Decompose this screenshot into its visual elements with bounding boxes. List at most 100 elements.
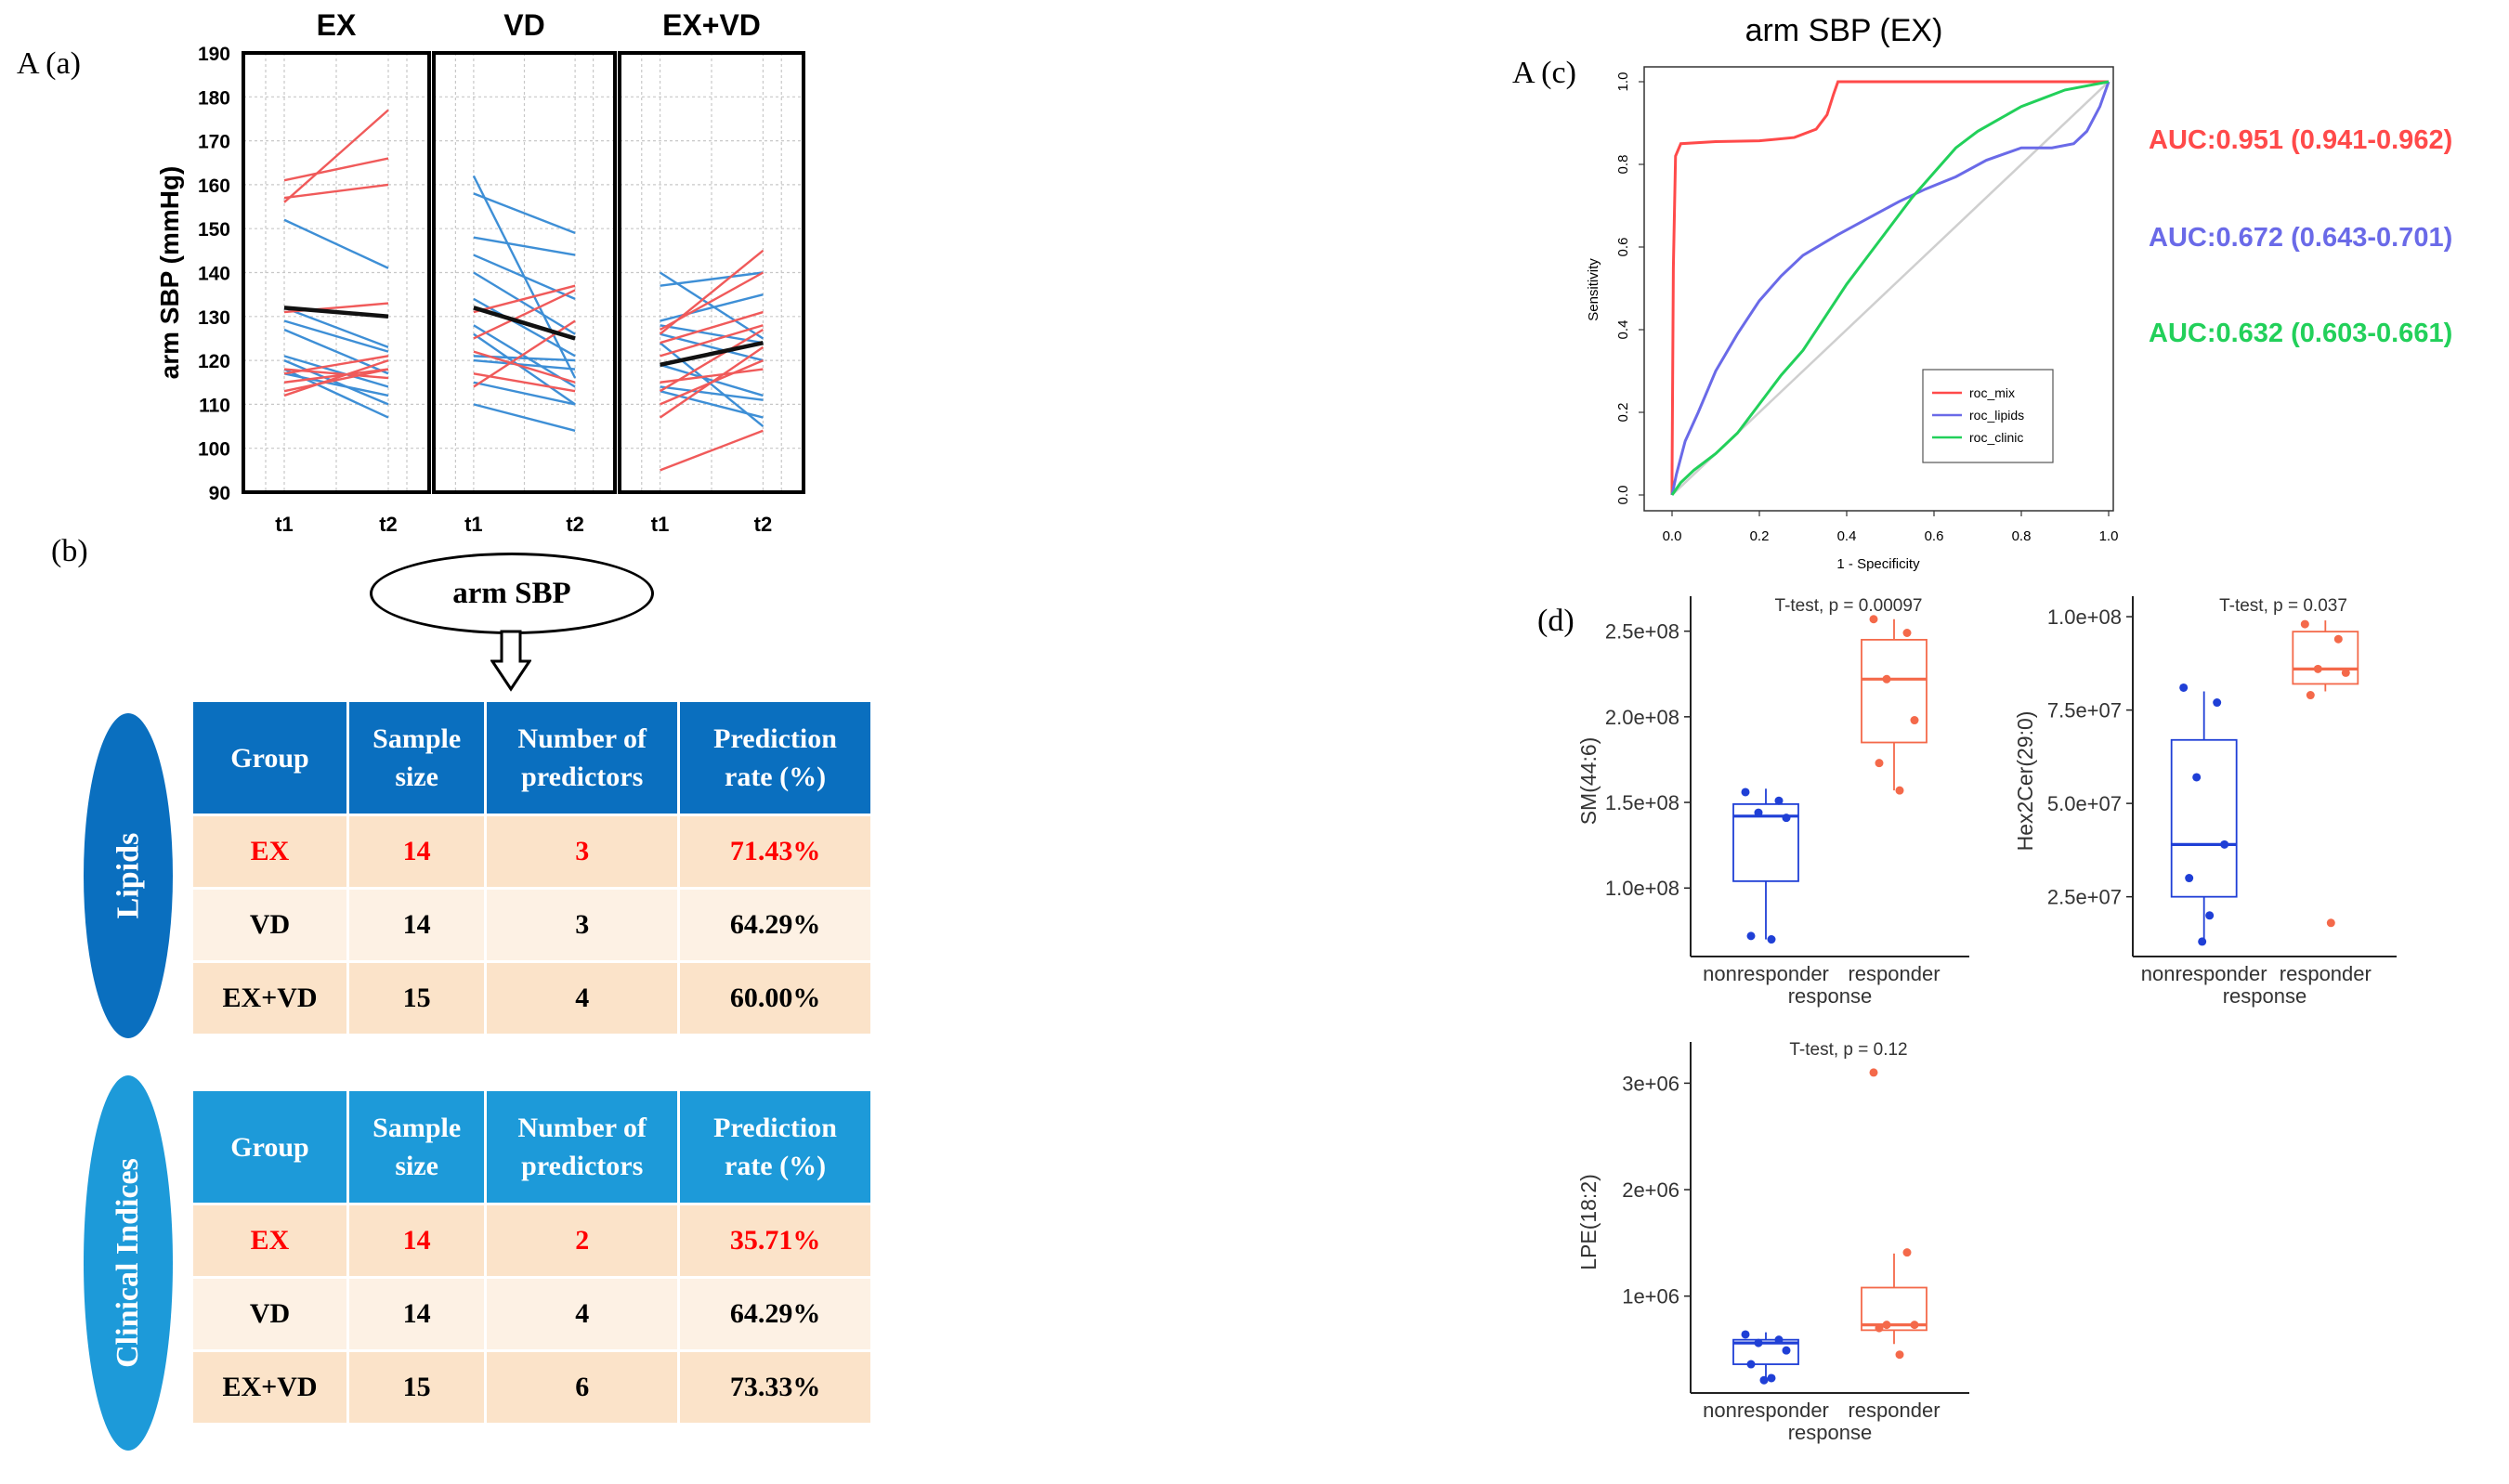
y-tick-label: 2.5e+07 xyxy=(2047,886,2122,909)
data-point xyxy=(1741,1330,1750,1339)
x-tick-label: 0.6 xyxy=(1925,528,1944,544)
test-annotation: T-test, p = 0.00097 xyxy=(1775,596,1923,616)
series-line-blue xyxy=(660,390,764,419)
data-point xyxy=(1875,1323,1884,1333)
data-point xyxy=(2333,634,2343,644)
table-cell: 6 xyxy=(487,1352,678,1423)
data-point xyxy=(2205,911,2215,920)
x-tick-label: 0.2 xyxy=(1750,528,1770,544)
y-tick-label: 0.2 xyxy=(1615,403,1631,423)
series-line-red xyxy=(660,368,764,384)
series-line-red xyxy=(473,350,576,384)
table-cell: 60.00% xyxy=(680,963,870,1034)
box-plot-hex2cer: 2.5e+07 5.0e+07 7.5e+07 1.0e+08 Hex2Cer(29:0… xyxy=(2013,596,2397,1008)
table-cell: VD xyxy=(193,1279,347,1349)
y-tick-label: 1.5e+08 xyxy=(1605,791,1679,814)
table-row: EX 14 3 71.43% xyxy=(193,816,870,887)
table-cell: 15 xyxy=(349,1352,485,1423)
x-tick-label: nonresponder xyxy=(1703,1399,1829,1422)
data-point xyxy=(1882,1321,1891,1330)
series-line-red xyxy=(659,345,764,419)
down-arrow-icon xyxy=(490,630,531,692)
x-tick-label: t1 xyxy=(651,513,670,536)
header-prediction-rate: Prediction rate (%) xyxy=(680,702,870,814)
series-line-blue xyxy=(473,358,576,371)
panel-title: EX xyxy=(317,8,357,42)
y-tick-label: 180 xyxy=(198,87,230,109)
y-tick-label: 1.0 xyxy=(1615,72,1631,92)
outcome-oval: arm SBP xyxy=(370,553,654,634)
y-tick-label: 1e+06 xyxy=(1622,1285,1679,1308)
x-tick-label: t1 xyxy=(275,513,294,536)
y-tick-label: 0.8 xyxy=(1615,155,1631,175)
series-line-blue xyxy=(473,381,576,406)
lipids-side-text: Lipids xyxy=(111,832,145,919)
data-point xyxy=(2300,619,2309,629)
data-point xyxy=(1895,1350,1904,1360)
y-axis-label: arm SBP (mmHg) xyxy=(155,166,184,380)
y-tick-label: 0.6 xyxy=(1615,238,1631,257)
series-line-red xyxy=(473,372,576,393)
series-line-blue xyxy=(283,319,389,353)
data-point xyxy=(1767,935,1776,944)
y-tick-label: 2.0e+08 xyxy=(1605,706,1679,729)
x-axis-label: 1 - Specificity xyxy=(1836,556,1920,572)
table-cell: 3 xyxy=(487,816,678,887)
x-axis-label: response xyxy=(1788,1421,1873,1444)
data-point xyxy=(1754,808,1763,817)
x-tick-label: responder xyxy=(1848,1399,1940,1422)
series-line-red xyxy=(473,289,576,340)
x-axis-label: response xyxy=(1788,984,1873,1008)
header-num-predictors: Number of predictors xyxy=(487,1091,678,1203)
header-group: Group xyxy=(193,702,347,814)
box-body xyxy=(2170,738,2238,898)
data-point xyxy=(2313,664,2322,673)
series-line-red xyxy=(283,183,389,200)
table-cell: 71.43% xyxy=(680,816,870,887)
data-point xyxy=(2341,668,2350,677)
series-line-blue xyxy=(283,358,389,406)
diagonal-reference-line xyxy=(1671,81,2110,496)
table-cell: EX xyxy=(193,816,347,887)
data-point xyxy=(1875,759,1884,768)
clinical-side-text: Clinical Indices xyxy=(111,1158,145,1368)
series-line-red xyxy=(283,368,389,393)
x-tick-label: 1.0 xyxy=(2099,528,2119,544)
x-tick-label: 0.0 xyxy=(1663,528,1682,544)
table-cell: 4 xyxy=(487,963,678,1034)
box-body xyxy=(1861,638,1927,744)
test-annotation: T-test, p = 0.12 xyxy=(1789,1040,1907,1060)
panel-label-c: A (c) xyxy=(1512,56,1576,90)
roc-curve-roc_lipids xyxy=(1670,81,2110,496)
x-tick-label: nonresponder xyxy=(2141,962,2267,985)
table-cell: EX+VD xyxy=(193,963,347,1034)
header-prediction-rate: Prediction rate (%) xyxy=(680,1091,870,1203)
data-point xyxy=(1746,931,1756,941)
y-tick-label: 160 xyxy=(198,176,230,197)
data-point xyxy=(1895,786,1904,795)
series-line-blue xyxy=(283,218,389,269)
series-line-blue xyxy=(473,271,576,335)
table-cell: 14 xyxy=(349,1279,485,1349)
table-cell: EX+VD xyxy=(193,1352,347,1423)
data-point xyxy=(1759,1375,1769,1385)
x-tick-label: t2 xyxy=(754,513,773,536)
header-sample-size: Sample size xyxy=(349,1091,485,1203)
table-row: VD 14 3 64.29% xyxy=(193,890,870,960)
x-tick-label: responder xyxy=(1848,962,1940,985)
lipids-side-label: Lipids xyxy=(84,713,173,1038)
box-body xyxy=(1861,1286,1927,1332)
x-axis-label: response xyxy=(2223,984,2307,1008)
panel-title: EX+VD xyxy=(662,8,761,42)
header-sample-size: Sample size xyxy=(349,702,485,814)
data-point xyxy=(2185,874,2194,883)
data-point xyxy=(2179,683,2189,692)
y-tick-label: 150 xyxy=(198,219,230,241)
y-tick-label: 120 xyxy=(198,351,230,372)
outcome-label: arm SBP xyxy=(452,576,571,610)
y-tick-label: 2e+06 xyxy=(1622,1178,1679,1202)
lipids-table: Group Sample size Number of predictors P… xyxy=(190,699,873,1036)
table-row: EX 14 2 35.71% xyxy=(193,1205,870,1276)
x-tick-label: 0.4 xyxy=(1837,528,1857,544)
series-line-blue xyxy=(660,293,764,322)
